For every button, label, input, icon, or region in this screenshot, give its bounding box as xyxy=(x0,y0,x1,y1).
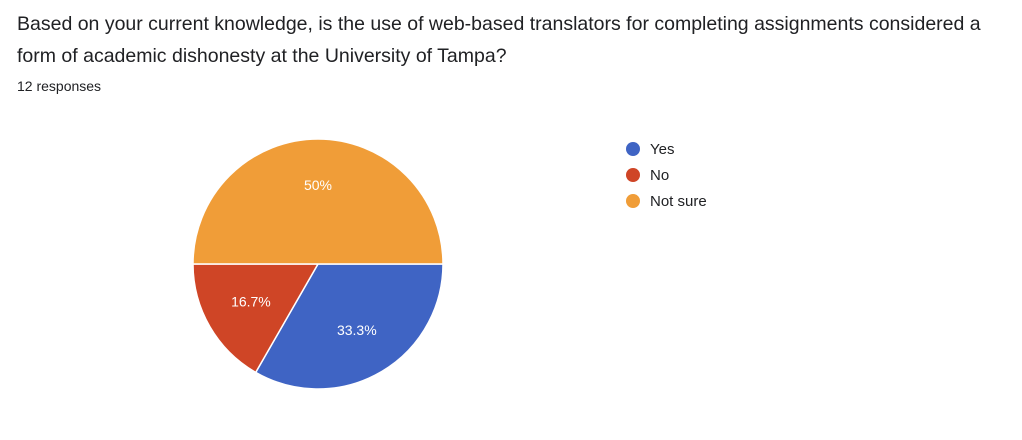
legend-item-yes[interactable]: Yes xyxy=(626,136,707,162)
pie-slice-no[interactable] xyxy=(192,263,320,374)
legend-swatch-no xyxy=(626,168,640,182)
legend-swatch-yes xyxy=(626,142,640,156)
pie-slice-not-sure[interactable] xyxy=(192,138,444,265)
pie-slice-yes[interactable] xyxy=(254,263,444,390)
legend-label-not-sure: Not sure xyxy=(650,192,707,210)
pie-label-no: 16.7% xyxy=(231,294,271,310)
pie-label-not-sure: 50% xyxy=(304,177,332,193)
legend-item-not-sure[interactable]: Not sure xyxy=(626,188,707,214)
legend-swatch-not-sure xyxy=(626,194,640,208)
response-count: 12 responses xyxy=(17,78,102,94)
question-title: Based on your current knowledge, is the … xyxy=(17,13,981,67)
chart-legend: Yes No Not sure xyxy=(626,136,707,214)
legend-label-no: No xyxy=(650,166,670,184)
legend-item-no[interactable]: No xyxy=(626,162,707,188)
legend-label-yes: Yes xyxy=(650,140,675,158)
pie-label-yes: 33.3% xyxy=(337,322,377,338)
